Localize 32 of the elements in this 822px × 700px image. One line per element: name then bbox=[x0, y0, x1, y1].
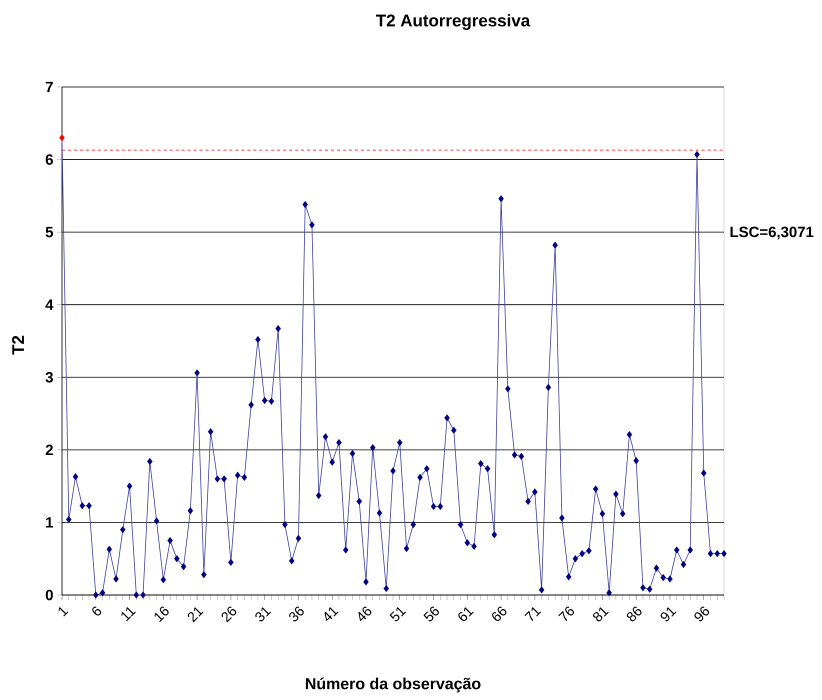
x-tick-label: 41 bbox=[324, 607, 339, 621]
y-tick-label: 1 bbox=[46, 517, 54, 528]
x-tick-label: 91 bbox=[660, 607, 676, 622]
x-tick-label: 6 bbox=[92, 606, 102, 616]
x-tick-label: 31 bbox=[255, 607, 272, 622]
y-tick-label: 3 bbox=[46, 372, 53, 383]
x-tick-label: 11 bbox=[121, 607, 136, 622]
y-tick-label: 5 bbox=[46, 226, 54, 238]
y-axis-title: T2 bbox=[12, 336, 24, 355]
x-tick-label: 86 bbox=[626, 606, 642, 622]
y-tick-label: 0 bbox=[46, 590, 53, 600]
y-tick-label: 7 bbox=[46, 82, 53, 92]
x-tick-label: 61 bbox=[458, 607, 474, 621]
x-tick-label: 81 bbox=[593, 607, 609, 622]
x-tick-label: 21 bbox=[188, 607, 204, 622]
x-tick-label: 51 bbox=[390, 607, 406, 622]
x-tick-label: 96 bbox=[694, 606, 710, 622]
chart-title: T2 Autorregressiva bbox=[376, 14, 530, 30]
x-tick-label: 71 bbox=[524, 607, 542, 621]
y-tick-label: 2 bbox=[46, 444, 53, 456]
x-tick-label: 56 bbox=[423, 606, 439, 622]
y-tick-label: 4 bbox=[45, 300, 54, 310]
text: LSC=6,3071 bbox=[730, 226, 814, 240]
x-axis-title: Número da observação bbox=[306, 677, 480, 692]
x-tick-label: 46 bbox=[358, 606, 372, 622]
x-tick-label: 26 bbox=[222, 606, 236, 622]
x-tick-label: 1 bbox=[58, 607, 68, 616]
x-tick-label: 16 bbox=[154, 606, 169, 622]
x-tick-label: 36 bbox=[289, 606, 304, 622]
y-tick-label: 6 bbox=[46, 154, 53, 165]
x-tick-label: 76 bbox=[558, 606, 574, 622]
x-tick-label: 66 bbox=[492, 606, 506, 621]
